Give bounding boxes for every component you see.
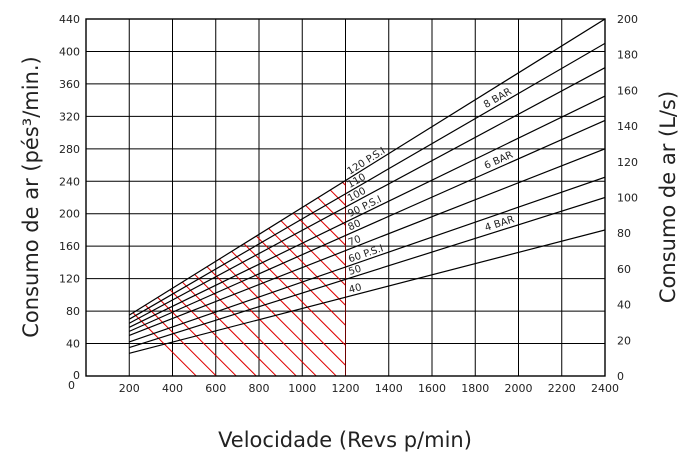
hatch-line	[129, 180, 327, 376]
x-tick-label-3: 800	[249, 382, 270, 395]
x-tick-label-1: 400	[162, 382, 183, 395]
hatch-line	[129, 180, 287, 376]
series-label-8: 40	[348, 282, 363, 296]
plot-border	[85, 18, 606, 377]
hatch-line	[248, 180, 346, 376]
series-label-7: 50	[347, 264, 362, 278]
y-left-tick-label-7: 320	[59, 110, 80, 123]
series-label-5: 70	[347, 234, 363, 249]
y-right-tick-label-0: 0	[617, 370, 624, 383]
series-line-4	[129, 119, 605, 332]
y-left-tick-label-5: 240	[59, 175, 80, 188]
x-tick-label-4: 1000	[288, 382, 316, 395]
x-tick-label-11: 2400	[591, 382, 619, 395]
y-left-origin-label: 0	[73, 369, 80, 382]
series-lines	[128, 19, 605, 354]
hatch-line	[129, 180, 346, 376]
series-label-4: 80	[347, 218, 363, 233]
y-left-tick-label-1: 80	[66, 305, 80, 318]
x-tick-label-6: 1400	[375, 382, 403, 395]
hatch-line	[129, 180, 207, 376]
y-right-tick-label-4: 80	[617, 227, 631, 240]
y-left-tick-label-0: 40	[66, 338, 80, 351]
hatch-line	[389, 9, 691, 386]
plot-frame	[85, 18, 606, 377]
hatch-line	[228, 180, 346, 376]
y-right-tick-label-2: 40	[617, 299, 631, 312]
hatch-line	[129, 180, 346, 376]
x-tick-label-8: 1800	[461, 382, 489, 395]
y-left-tick-label-6: 280	[59, 143, 80, 156]
hatch-line	[148, 180, 346, 376]
series-line-8	[129, 229, 605, 354]
y-left-tick-label-2: 120	[59, 273, 80, 286]
series-line-3	[128, 95, 605, 328]
x-axis-title: Velocidade (Revs p/min)	[218, 428, 472, 452]
y-right-tick-label-6: 120	[617, 156, 638, 169]
series-line-2	[128, 67, 605, 324]
y-axis-left-title: Consumo de ar (pés³/min.)	[19, 56, 43, 338]
hatch-line	[349, 9, 691, 386]
series-line-7	[129, 196, 605, 349]
series-line-5	[129, 148, 605, 336]
x-tick-label-7: 1600	[418, 382, 446, 395]
tick-labels: 200 400 600 800 1000 1200 1400 1600 1800 2000 2200…	[59, 13, 638, 395]
x-tick-label-0: 200	[119, 382, 140, 395]
y-right-tick-label-3: 60	[617, 263, 631, 276]
x-tick-label-2: 600	[205, 382, 226, 395]
hatch-line	[129, 180, 346, 376]
y-left-tick-label-9: 400	[59, 45, 80, 58]
series-line-0	[128, 19, 605, 316]
x-tick-label-10: 2200	[548, 382, 576, 395]
y-right-tick-label-9: 180	[617, 49, 638, 62]
y-left-tick-label-4: 200	[59, 208, 80, 221]
series-line-6	[129, 176, 605, 343]
series-line-1	[128, 42, 605, 320]
y-axis-right-title: Consumo de ar (L/s)	[656, 91, 680, 303]
y-left-tick-label-8: 360	[59, 78, 80, 91]
x-origin-label: 0	[68, 379, 75, 392]
y-left-tick-label-10: 440	[59, 13, 80, 26]
hatch-line	[129, 180, 267, 376]
x-tick-label-9: 2000	[505, 382, 533, 395]
y-right-tick-label-5: 100	[617, 192, 638, 205]
y-right-tick-label-10: 200	[617, 13, 638, 26]
hatch-line	[129, 180, 307, 376]
y-right-tick-label-7: 140	[617, 120, 638, 133]
hatch-line	[129, 180, 227, 376]
y-right-tick-label-8: 160	[617, 84, 638, 97]
hatch-line	[268, 180, 346, 376]
hatch-line	[129, 180, 346, 376]
y-right-tick-label-1: 20	[617, 334, 631, 347]
y-left-tick-label-3: 160	[59, 240, 80, 253]
x-tick-label-5: 1200	[332, 382, 360, 395]
